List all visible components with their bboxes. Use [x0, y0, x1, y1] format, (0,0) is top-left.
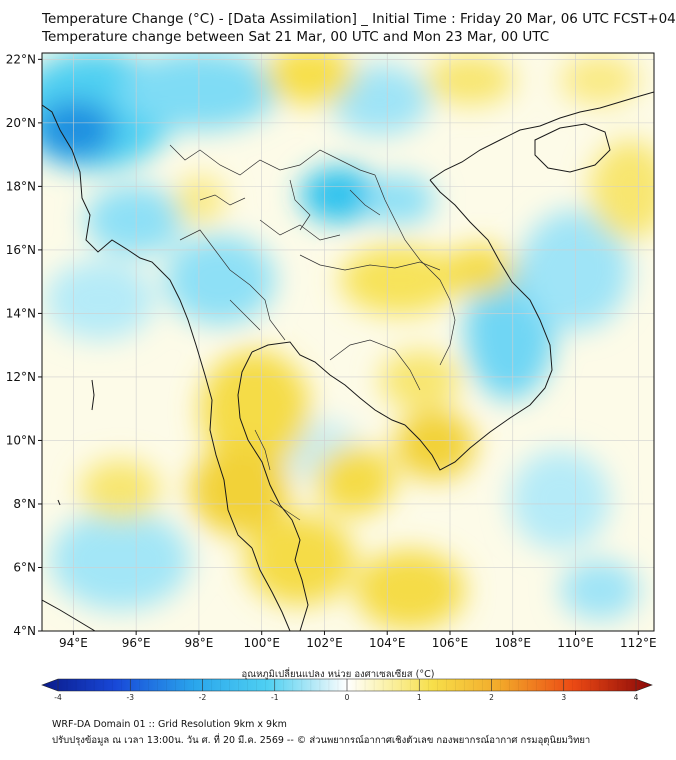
lon-tick-label: 102°E — [306, 636, 343, 650]
lat-tick-label: 6°N — [13, 560, 36, 574]
coastlines — [42, 91, 654, 631]
lon-tick-label: 104°E — [369, 636, 406, 650]
colorbar-tick-label: 0 — [345, 693, 350, 702]
lat-tick-label: 14°N — [6, 306, 36, 320]
map-subtitle: Temperature change between Sat 21 Mar, 0… — [42, 29, 550, 45]
colorbar: -4 -3 -2 -1 0 1 2 3 4 — [41, 678, 653, 702]
colorbar-tick-label: -4 — [54, 693, 62, 702]
colorbar-tick-label: -3 — [127, 693, 135, 702]
longitude-axis: 94°E 96°E 98°E 100°E 102°E 104°E 106°E 108°E 110… — [59, 631, 657, 650]
colorbar-tick-label: -2 — [199, 693, 207, 702]
lat-tick-label: 22°N — [6, 52, 36, 66]
temperature-field — [42, 53, 654, 631]
lat-tick-label: 16°N — [6, 243, 36, 257]
graticule — [42, 53, 654, 631]
map-frame — [41, 52, 655, 632]
footer-credit: ปรับปรุงข้อมูล ณ เวลา 13:00น. วัน ศ. ที่… — [52, 735, 591, 746]
footer-model-info: WRF-DA Domain 01 :: Grid Resolution 9km … — [52, 719, 287, 730]
colorbar-tick-label: 1 — [417, 693, 422, 702]
lat-tick-label: 8°N — [13, 497, 36, 511]
lat-tick-label: 10°N — [6, 433, 36, 447]
lon-tick-label: 94°E — [59, 636, 88, 650]
lon-tick-label: 108°E — [495, 636, 532, 650]
colorbar-title: อุณหภูมิเปลี่ยนแปลง หน่วย องศาเซลเซียส (… — [241, 669, 435, 680]
lat-tick-label: 4°N — [13, 624, 36, 638]
lat-tick-label: 12°N — [6, 370, 36, 384]
lon-tick-label: 96°E — [122, 636, 151, 650]
admin-borders — [169, 144, 456, 521]
lon-tick-label: 98°E — [184, 636, 213, 650]
lon-tick-label: 112°E — [620, 636, 657, 650]
lon-tick-label: 110°E — [557, 636, 594, 650]
colorbar-ticks: -4 -3 -2 -1 0 1 2 3 4 — [54, 679, 639, 702]
colorbar-tick-label: 4 — [634, 693, 639, 702]
latitude-axis: 4°N 6°N 8°N 10°N 12°N 14°N 16°N 18°N 20°N 22°N — [6, 52, 42, 638]
map-title: Temperature Change (°C) - [Data Assimila… — [42, 11, 676, 27]
lon-tick-label: 100°E — [243, 636, 280, 650]
lat-tick-label: 20°N — [6, 116, 36, 130]
lat-tick-label: 18°N — [6, 179, 36, 193]
lon-tick-label: 106°E — [432, 636, 469, 650]
colorbar-tick-label: 2 — [489, 693, 494, 702]
colorbar-tick-label: -1 — [271, 693, 279, 702]
colorbar-tick-label: 3 — [561, 693, 566, 702]
